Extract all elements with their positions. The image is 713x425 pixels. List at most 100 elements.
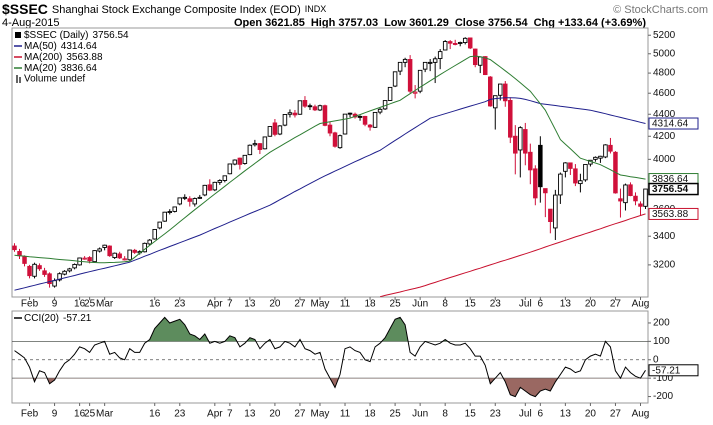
candle-body [62, 270, 67, 275]
candle-body [207, 184, 213, 191]
candle-body [162, 211, 167, 222]
candle-body [212, 181, 218, 191]
legend-name: CCI(20) [24, 313, 59, 324]
candle-body [317, 105, 323, 111]
overbought-fill [147, 317, 448, 342]
x-tick-label: 25 [390, 299, 402, 310]
x-tick-label: 23 [174, 299, 186, 310]
candle-body [548, 208, 553, 223]
candle-body [553, 194, 558, 229]
candle-body [102, 244, 107, 248]
candle-body [457, 42, 463, 44]
candle-body [462, 37, 468, 44]
candle-body [267, 126, 273, 137]
x-tick-label: 25 [84, 409, 96, 420]
candle-body [252, 143, 258, 146]
candle-body [523, 129, 528, 154]
candle-body [107, 245, 112, 257]
candle-body [147, 239, 152, 245]
candle-body [37, 265, 42, 270]
candle-body [633, 195, 638, 202]
candle-body [67, 268, 72, 272]
candle-body [82, 257, 87, 260]
x-tick-label: 9 [52, 299, 58, 310]
candle-body [197, 196, 203, 199]
y-tick-label: 4000 [653, 154, 676, 165]
x-tick-label: Jul [519, 299, 532, 310]
last-value-label: 4314.64 [652, 119, 689, 130]
candle-body [638, 203, 643, 207]
x-tick-label: 8 [442, 409, 448, 420]
candle-body [117, 253, 122, 259]
x-tick-label: 13 [244, 409, 256, 420]
x-tick-label: 11 [340, 299, 351, 310]
candle-body [482, 56, 488, 76]
oversold-fill [14, 378, 646, 397]
candle-body [332, 132, 338, 147]
candle-body [72, 263, 77, 269]
candle-body [112, 252, 117, 259]
candle-body [618, 198, 623, 202]
candle-body [498, 83, 503, 96]
candle-body [437, 51, 443, 59]
last-value-box [648, 117, 699, 130]
last-value-box [648, 182, 699, 196]
candle-body [528, 151, 533, 171]
y-tick-label: 4200 [653, 131, 676, 142]
legend-name: MA(50) [24, 41, 57, 52]
candle-body [392, 71, 398, 87]
x-tick-label: 13 [560, 409, 572, 420]
candle-body [593, 156, 598, 160]
x-tick-label: 6 [538, 409, 544, 420]
candle-body [472, 48, 478, 66]
x-tick-label: 15 [465, 299, 477, 310]
legend-entry: Volume undef [24, 74, 85, 85]
x-tick-label: Mar [96, 299, 114, 310]
x-tick-label: 27 [610, 299, 622, 310]
legend-entry: MA(20) 3836.64 [24, 63, 97, 74]
high-label: High [311, 17, 336, 29]
candle-body [397, 61, 403, 72]
x-tick-label: Jun [412, 409, 428, 420]
candle-body [367, 124, 373, 128]
y-tick-label: 5200 [653, 30, 676, 41]
x-tick-label: 9 [52, 409, 58, 420]
legend-icon [16, 75, 18, 83]
x-tick-label: 16 [149, 299, 161, 310]
y-tick-label: 3400 [653, 231, 676, 242]
x-tick-label: 8 [442, 299, 448, 310]
legend-entry: MA(50) 4314.64 [24, 41, 97, 52]
open-value: 3621.85 [265, 17, 305, 29]
x-tick-label: 27 [294, 409, 306, 420]
candle-body [543, 188, 548, 194]
candle-body [513, 135, 518, 154]
legend-value: 4314.64 [61, 41, 98, 52]
legend-value: 3563.88 [66, 52, 103, 63]
candle-body [217, 180, 223, 183]
candle-body [227, 163, 233, 175]
candle-body [312, 106, 318, 111]
candle-body [222, 175, 228, 181]
low-label: Low [384, 17, 406, 29]
legend-name: MA(20) [24, 63, 57, 74]
candle-body [272, 122, 278, 135]
candle-body [127, 249, 132, 261]
last-value-box [648, 207, 699, 220]
candle-body [182, 196, 188, 199]
candle-body [342, 113, 348, 135]
candle-body [422, 61, 428, 70]
candle-body [533, 168, 538, 199]
candle-body [372, 111, 378, 128]
candle-body [12, 245, 17, 251]
candle-body [42, 270, 47, 275]
candle-body [578, 180, 583, 185]
candle-body [628, 184, 633, 197]
legend-name: MA(200) [24, 52, 62, 63]
x-tick-label: 23 [490, 409, 502, 420]
candle-body [467, 37, 473, 49]
candle-body [508, 100, 513, 138]
candle-body [442, 41, 448, 51]
candle-body [432, 58, 438, 63]
candle-body [52, 280, 57, 287]
